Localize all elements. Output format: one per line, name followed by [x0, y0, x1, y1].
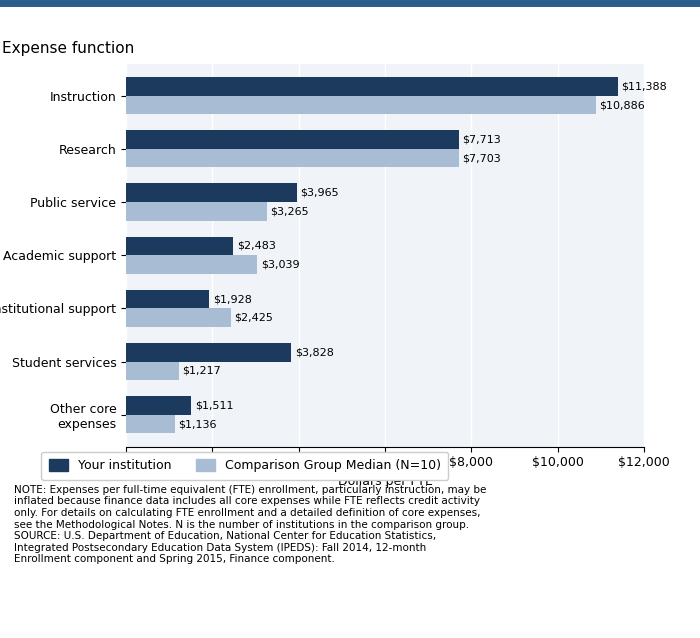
Bar	[126, 237, 233, 255]
Bar	[126, 255, 257, 274]
Text: NOTE: Expenses per full-time equivalent (FTE) enrollment, particularly instructi: NOTE: Expenses per full-time equivalent …	[14, 485, 486, 565]
Bar	[126, 415, 175, 433]
Text: $3,265: $3,265	[270, 206, 309, 216]
Text: $1,136: $1,136	[178, 419, 217, 429]
Text: $1,511: $1,511	[195, 401, 233, 410]
Text: $11,388: $11,388	[621, 82, 667, 91]
Text: $7,713: $7,713	[463, 135, 501, 145]
Text: $10,886: $10,886	[599, 100, 645, 110]
Bar	[126, 343, 291, 362]
Bar	[126, 362, 178, 380]
Bar	[126, 130, 459, 149]
Bar	[126, 396, 191, 415]
Text: $3,039: $3,039	[260, 260, 300, 269]
Bar	[126, 96, 596, 114]
Text: $2,483: $2,483	[237, 241, 276, 251]
X-axis label: Dollars per FTE: Dollars per FTE	[337, 475, 433, 488]
Text: $3,828: $3,828	[295, 347, 334, 357]
Bar	[126, 290, 209, 308]
Bar	[126, 202, 267, 221]
Text: $1,928: $1,928	[213, 294, 251, 304]
Bar	[126, 184, 298, 202]
Bar	[126, 149, 458, 168]
Text: $3,965: $3,965	[300, 188, 340, 198]
Legend: Your institution, Comparison Group Median (N=10): Your institution, Comparison Group Media…	[41, 452, 448, 480]
Text: $1,217: $1,217	[182, 366, 220, 376]
Bar	[126, 308, 231, 327]
Text: $7,703: $7,703	[462, 153, 500, 163]
Bar	[126, 77, 617, 96]
Text: $2,425: $2,425	[234, 313, 273, 323]
Text: Expense function: Expense function	[1, 41, 134, 56]
